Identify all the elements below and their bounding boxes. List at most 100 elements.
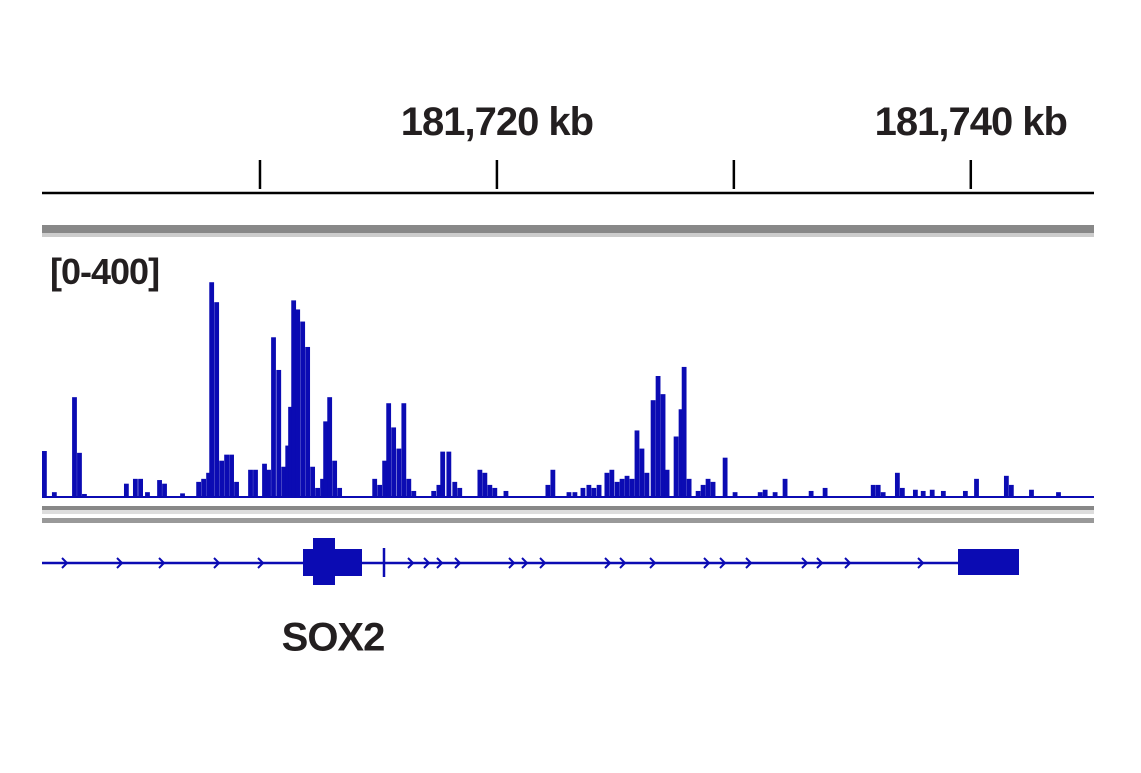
coverage-bar — [477, 469, 483, 497]
coverage-bar — [722, 457, 728, 497]
coverage-bar — [214, 302, 220, 497]
coverage-bar — [875, 484, 881, 497]
coverage-bar — [664, 469, 670, 497]
coverage-bar — [962, 490, 968, 497]
coverage-bar — [386, 403, 392, 497]
coverage-bar — [337, 487, 343, 497]
coverage-bar — [323, 421, 329, 497]
coverage-bar — [219, 460, 225, 497]
coverage-bar — [123, 483, 129, 497]
coverage-bar — [681, 366, 687, 497]
track-separator — [42, 225, 1094, 233]
coverage-bar — [673, 436, 679, 497]
coverage-bar — [899, 487, 905, 497]
coverage-bar — [51, 492, 57, 497]
coverage-bar — [305, 346, 311, 497]
coverage-bar — [1003, 475, 1009, 497]
coverage-bar — [138, 478, 143, 497]
coverage-bar — [705, 478, 711, 497]
coverage-bar — [660, 394, 666, 497]
coverage-bar — [639, 448, 645, 497]
coverage-bar — [396, 448, 402, 497]
coverage-bar — [436, 484, 442, 497]
coverage-bar — [262, 463, 267, 497]
coverage-bar — [401, 403, 407, 497]
coverage-bar — [596, 484, 602, 497]
track-separator — [42, 506, 1094, 510]
coverage-bar — [281, 466, 287, 497]
coverage-bar — [1008, 484, 1014, 497]
track-separator — [42, 518, 1094, 523]
coverage-bar — [224, 454, 230, 497]
coverage-bar — [619, 478, 625, 497]
coverage-bar — [940, 490, 946, 497]
coverage-bar — [377, 484, 383, 497]
coverage-bar — [586, 484, 592, 497]
coverage-bar — [320, 478, 325, 497]
track-separator — [42, 233, 1094, 237]
coverage-bar — [604, 472, 610, 497]
coverage-bar — [201, 478, 207, 497]
coverage-bar — [253, 469, 258, 497]
x-tick-label: 181,740 kb — [875, 100, 1067, 144]
coverage-bar — [406, 478, 412, 497]
coverage-bar — [291, 300, 297, 497]
coverage-bar — [808, 490, 814, 497]
coverage-bar — [411, 490, 417, 497]
coverage-bar — [266, 469, 271, 497]
strand-arrows — [61, 557, 925, 569]
exon — [958, 549, 1019, 575]
coverage-bar — [566, 492, 572, 497]
gene-model — [42, 538, 1019, 585]
coverage-bar — [1056, 492, 1061, 497]
track-separator — [42, 510, 1094, 514]
coverage-bar — [580, 487, 586, 497]
coverage-bar — [234, 481, 239, 497]
coverage-bar — [332, 460, 338, 497]
coverage-bar — [644, 472, 650, 497]
coverage-bar — [757, 492, 763, 497]
coverage-bar — [609, 469, 615, 497]
coverage-bar — [77, 452, 82, 497]
coverage-bar — [650, 400, 656, 497]
coverage-bar — [880, 492, 886, 497]
coverage-bar — [315, 487, 320, 497]
coverage-bar — [492, 487, 498, 497]
exon — [313, 538, 335, 585]
coverage-bar — [391, 427, 397, 497]
coverage-bar — [229, 454, 234, 497]
coverage-bar — [276, 369, 282, 497]
coverage-bar — [503, 490, 509, 497]
coverage-bar — [591, 487, 597, 497]
coverage-bar — [209, 282, 215, 497]
coverage-bar — [382, 460, 388, 497]
coverage-bar — [894, 472, 900, 497]
coverage-bar — [822, 487, 828, 497]
coverage-bar — [196, 481, 202, 497]
coverage-bar — [82, 493, 87, 497]
coverage-bar — [710, 481, 716, 497]
coverage-bar — [912, 489, 918, 497]
coverage-bar — [678, 409, 684, 497]
coverage-bar — [624, 475, 630, 497]
coverage-bar — [870, 484, 876, 497]
coverage-bar — [545, 484, 551, 497]
coverage-bar — [772, 492, 778, 497]
coverage-bar — [686, 478, 692, 497]
coverage-bar — [285, 445, 291, 497]
coverage-bar — [206, 472, 211, 497]
coverage-bar — [732, 492, 738, 497]
coverage-bar — [929, 489, 935, 497]
coverage-bar — [248, 469, 253, 497]
coverage-bar — [974, 478, 979, 497]
coverage-bar — [482, 472, 488, 497]
coverage-bar — [446, 451, 452, 497]
coverage-bar — [655, 376, 661, 497]
coverage-bar — [700, 484, 706, 497]
coverage-bar — [157, 480, 162, 497]
track-range-label: [0-400] — [50, 251, 159, 292]
coverage-bar — [271, 337, 276, 497]
coverage-bar — [782, 478, 788, 497]
coverage-bar — [457, 487, 463, 497]
